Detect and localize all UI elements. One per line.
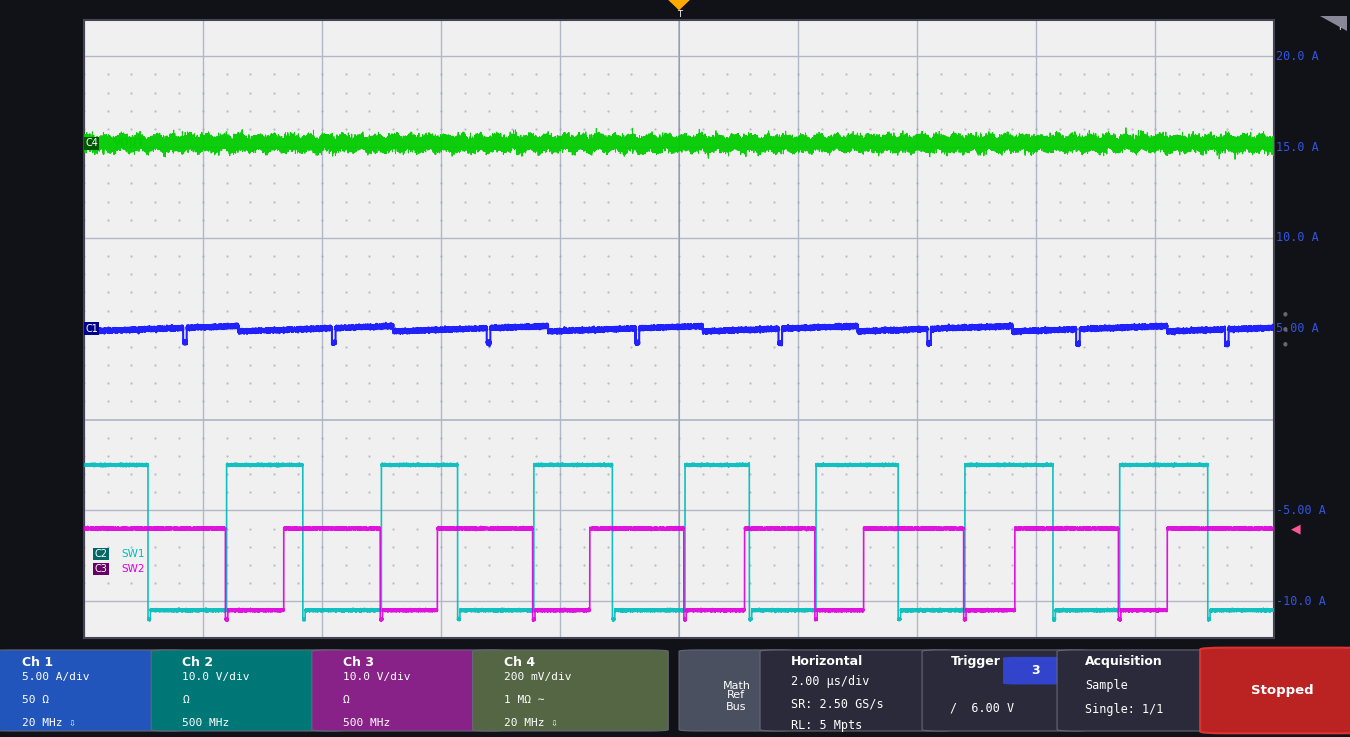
Text: Ω: Ω — [182, 694, 189, 705]
Text: C4: C4 — [85, 139, 99, 148]
Text: 3: 3 — [1031, 664, 1040, 677]
FancyBboxPatch shape — [922, 650, 1091, 731]
Text: Horizontal: Horizontal — [791, 655, 864, 668]
Text: 10.0 A: 10.0 A — [1276, 231, 1319, 245]
Text: Ch 1: Ch 1 — [22, 656, 53, 669]
Text: ◀: ◀ — [1291, 522, 1300, 535]
FancyBboxPatch shape — [1057, 650, 1239, 731]
Text: VOUT: VOUT — [113, 139, 146, 148]
Text: RL: 5 Mpts: RL: 5 Mpts — [791, 719, 863, 733]
Text: C1: C1 — [85, 324, 99, 334]
Text: 20.0 A: 20.0 A — [1276, 49, 1319, 63]
FancyBboxPatch shape — [1003, 657, 1068, 685]
FancyBboxPatch shape — [1200, 648, 1350, 733]
Text: P: P — [1338, 23, 1343, 32]
Text: ●: ● — [1282, 341, 1288, 346]
FancyBboxPatch shape — [679, 650, 794, 731]
Text: 2.00 μs/div: 2.00 μs/div — [791, 675, 869, 688]
Text: 50 Ω: 50 Ω — [22, 694, 49, 705]
Text: 1 MΩ ∼: 1 MΩ ∼ — [504, 694, 544, 705]
FancyBboxPatch shape — [0, 650, 186, 731]
Text: C2: C2 — [95, 549, 108, 559]
Text: Ref: Ref — [728, 690, 745, 700]
Text: Math: Math — [722, 681, 751, 691]
Text: SW2: SW2 — [122, 564, 144, 574]
Text: 20 MHz ⇩: 20 MHz ⇩ — [22, 718, 76, 727]
Text: 15.0 A: 15.0 A — [1276, 141, 1319, 153]
Text: 500 MHz: 500 MHz — [343, 718, 390, 727]
Text: SW1: SW1 — [122, 549, 144, 559]
Text: 5.00 A: 5.00 A — [1276, 322, 1319, 335]
Text: Single: 1/1: Single: 1/1 — [1085, 703, 1164, 716]
Text: -10.0 A: -10.0 A — [1276, 595, 1326, 608]
Text: Bus: Bus — [726, 702, 747, 712]
Text: 500 MHz: 500 MHz — [182, 718, 230, 727]
Text: Stopped: Stopped — [1251, 684, 1314, 697]
Text: Acquisition: Acquisition — [1085, 655, 1164, 668]
Text: T: T — [676, 10, 682, 19]
Text: Ch 4: Ch 4 — [504, 656, 535, 669]
Text: 10.0 V/div: 10.0 V/div — [343, 671, 410, 682]
FancyBboxPatch shape — [151, 650, 347, 731]
Text: ●: ● — [1282, 326, 1288, 331]
FancyBboxPatch shape — [312, 650, 508, 731]
Text: Ω: Ω — [343, 694, 350, 705]
Text: Sample: Sample — [1085, 679, 1129, 692]
Text: Ch 3: Ch 3 — [343, 656, 374, 669]
Text: -5.00 A: -5.00 A — [1276, 504, 1326, 517]
Text: SR: 2.50 GS/s: SR: 2.50 GS/s — [791, 697, 884, 710]
FancyBboxPatch shape — [472, 650, 668, 731]
Text: C3: C3 — [95, 564, 108, 574]
Text: 200 mV/div: 200 mV/div — [504, 671, 571, 682]
Text: Ch 2: Ch 2 — [182, 656, 213, 669]
FancyBboxPatch shape — [760, 650, 956, 731]
Text: 10.0 V/div: 10.0 V/div — [182, 671, 250, 682]
Text: /  6.00 V: / 6.00 V — [950, 702, 1015, 715]
Text: Trigger: Trigger — [950, 655, 1000, 668]
Text: 5.00 A/div: 5.00 A/div — [22, 671, 89, 682]
Text: ●: ● — [1282, 312, 1288, 316]
Text: 20 MHz ⇩: 20 MHz ⇩ — [504, 718, 558, 727]
